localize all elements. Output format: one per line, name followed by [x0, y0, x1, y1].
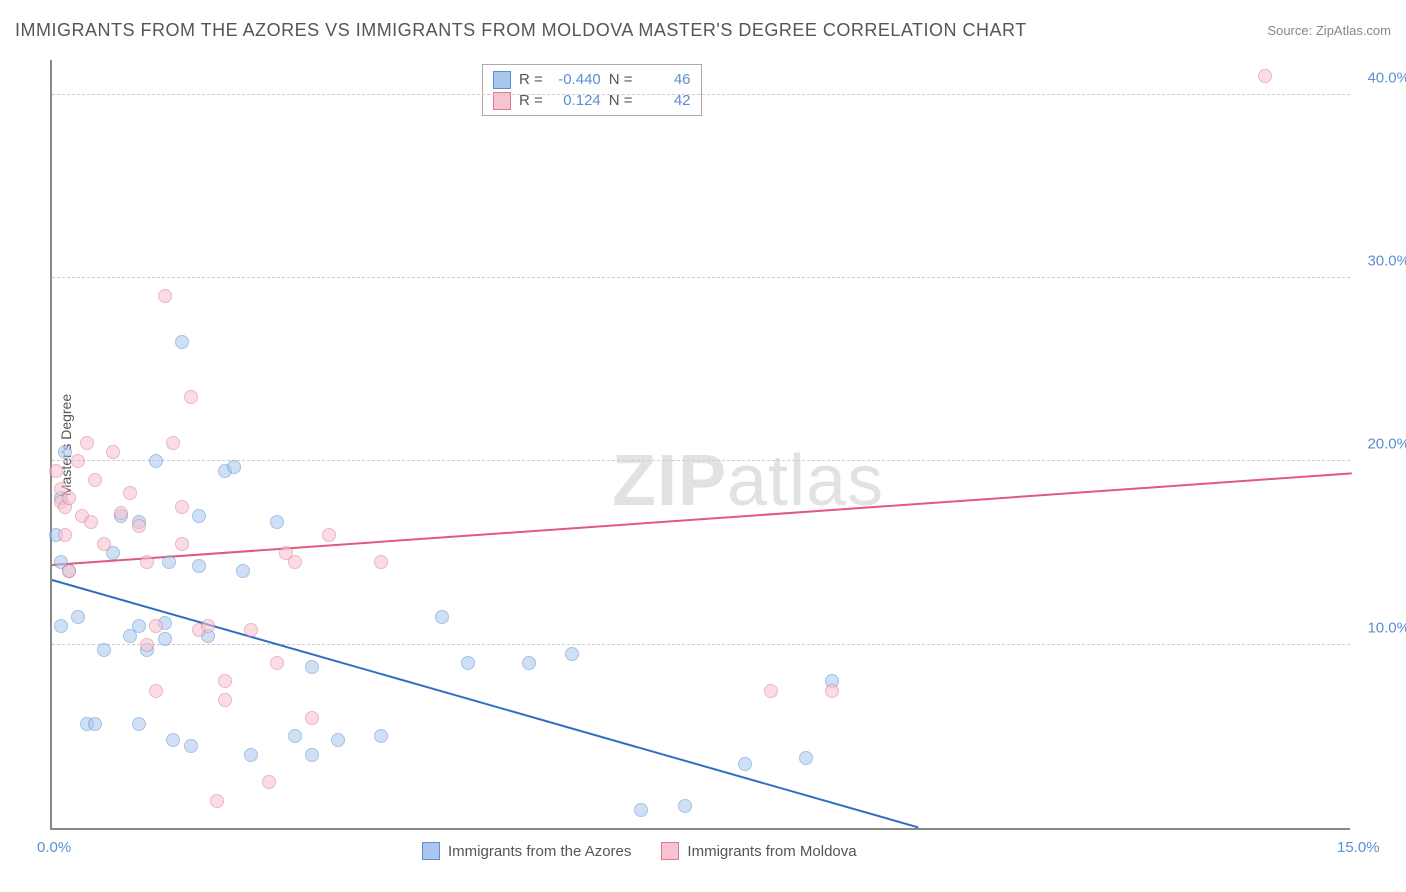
source-attribution: Source: ZipAtlas.com [1267, 23, 1391, 38]
data-point [374, 729, 388, 743]
data-point [435, 610, 449, 624]
data-point [71, 610, 85, 624]
data-point [114, 506, 128, 520]
data-point [175, 335, 189, 349]
data-point [192, 559, 206, 573]
data-point [565, 647, 579, 661]
data-point [305, 660, 319, 674]
gridline [52, 277, 1350, 278]
data-point [97, 537, 111, 551]
swatch-azores [422, 842, 440, 860]
legend-row-azores: R = -0.440 N = 46 [493, 69, 691, 90]
data-point [158, 289, 172, 303]
data-point [461, 656, 475, 670]
data-point [184, 390, 198, 404]
data-point [106, 445, 120, 459]
legend-item-moldova: Immigrants from Moldova [661, 842, 856, 860]
gridline [52, 644, 1350, 645]
series-label-moldova: Immigrants from Moldova [687, 843, 856, 860]
data-point [825, 684, 839, 698]
data-point [236, 564, 250, 578]
data-point [149, 684, 163, 698]
r-value-azores: -0.440 [551, 69, 601, 90]
source-label: Source: [1267, 23, 1312, 38]
data-point [140, 555, 154, 569]
data-point [262, 775, 276, 789]
data-point [58, 528, 72, 542]
data-point [166, 733, 180, 747]
data-point [162, 555, 176, 569]
data-point [62, 564, 76, 578]
gridline [52, 460, 1350, 461]
gridline [52, 94, 1350, 95]
data-point [132, 619, 146, 633]
data-point [149, 619, 163, 633]
data-point [140, 638, 154, 652]
data-point [1258, 69, 1272, 83]
data-point [158, 632, 172, 646]
data-point [305, 748, 319, 762]
data-point [270, 515, 284, 529]
data-point [227, 460, 241, 474]
data-point [288, 729, 302, 743]
x-tick-label: 0.0% [37, 839, 71, 856]
series-legend: Immigrants from the Azores Immigrants fr… [422, 842, 857, 860]
legend-item-azores: Immigrants from the Azores [422, 842, 631, 860]
data-point [522, 656, 536, 670]
n-value-azores: 46 [641, 69, 691, 90]
swatch-moldova [661, 842, 679, 860]
data-point [288, 555, 302, 569]
data-point [88, 717, 102, 731]
data-point [244, 748, 258, 762]
y-tick-label: 40.0% [1367, 69, 1406, 86]
y-tick-label: 30.0% [1367, 253, 1406, 270]
data-point [764, 684, 778, 698]
data-point [184, 739, 198, 753]
data-point [62, 491, 76, 505]
source-link[interactable]: ZipAtlas.com [1316, 23, 1391, 38]
data-point [175, 500, 189, 514]
data-point [331, 733, 345, 747]
data-point [210, 794, 224, 808]
data-point [305, 711, 319, 725]
x-tick-label: 15.0% [1337, 839, 1380, 856]
data-point [374, 555, 388, 569]
data-point [218, 674, 232, 688]
data-point [80, 436, 94, 450]
data-point [678, 799, 692, 813]
data-point [123, 486, 137, 500]
data-point [738, 757, 752, 771]
scatter-plot: ZIPatlas R = -0.440 N = 46 R = 0.124 N =… [50, 60, 1350, 830]
swatch-azores [493, 71, 511, 89]
data-point [270, 656, 284, 670]
correlation-legend: R = -0.440 N = 46 R = 0.124 N = 42 [482, 64, 702, 116]
data-point [192, 509, 206, 523]
data-point [84, 515, 98, 529]
data-point [634, 803, 648, 817]
data-point [166, 436, 180, 450]
data-point [218, 693, 232, 707]
data-point [49, 464, 63, 478]
data-point [97, 643, 111, 657]
chart-title: IMMIGRANTS FROM THE AZORES VS IMMIGRANTS… [15, 20, 1027, 41]
data-point [799, 751, 813, 765]
data-point [244, 623, 258, 637]
data-point [322, 528, 336, 542]
chart-area: Master's Degree ZIPatlas R = -0.440 N = … [50, 60, 1350, 830]
data-point [132, 717, 146, 731]
y-tick-label: 20.0% [1367, 436, 1406, 453]
data-point [175, 537, 189, 551]
data-point [71, 454, 85, 468]
series-label-azores: Immigrants from the Azores [448, 843, 631, 860]
data-point [88, 473, 102, 487]
data-point [58, 445, 72, 459]
data-point [132, 519, 146, 533]
data-point [149, 454, 163, 468]
trend-line [52, 472, 1352, 566]
data-point [201, 619, 215, 633]
data-point [54, 619, 68, 633]
y-tick-label: 10.0% [1367, 619, 1406, 636]
trend-line [52, 579, 919, 828]
